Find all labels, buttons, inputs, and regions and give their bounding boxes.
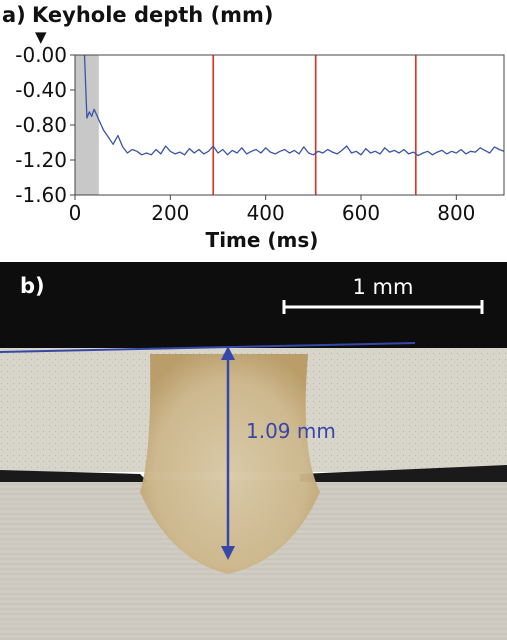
x-tick-label-1: 200 [151, 201, 189, 225]
micrograph-image: b) 1 mm 1.09 mm [0, 262, 507, 640]
y-tick-label-2: -0.80 [15, 113, 67, 137]
micrograph-panel: b) 1 mm 1.09 mm [0, 262, 507, 640]
y-tick-label-1: -0.40 [15, 78, 67, 102]
x-tick-label-4: 800 [437, 201, 475, 225]
x-tick-label-3: 600 [342, 201, 380, 225]
y-tick-label-4: -1.60 [15, 183, 67, 207]
panel-b-label: b) [20, 274, 45, 298]
series-line-1 [83, 54, 505, 157]
y-tick-label-3: -1.20 [15, 148, 67, 172]
depth-label: 1.09 mm [246, 419, 336, 443]
x-axis-label: Time (ms) [206, 228, 319, 252]
plot-frame [74, 54, 505, 196]
fusion-zone [140, 354, 320, 574]
panel-a-label: a) [2, 3, 26, 27]
surface-line [0, 342, 416, 353]
y-tick-label-0: -0.00 [15, 43, 67, 67]
depth-arrow-head-bottom [221, 546, 235, 560]
plate-gap-right [300, 465, 507, 482]
plate-gap-left [0, 470, 148, 482]
x-tick-label-0: 0 [69, 201, 82, 225]
chart-title: Keyhole depth (mm) [32, 3, 274, 27]
axis-arrow-marker: ▼ [35, 28, 47, 46]
shaded-region [75, 55, 99, 195]
x-tick-label-2: 400 [247, 201, 285, 225]
plot-area: -0.00 -0.40 -0.80 -1.20 -1.600 200 400 600 800 [15, 43, 505, 225]
depth-arrow-head-top [221, 346, 235, 360]
scale-bar-label: 1 mm [353, 275, 414, 299]
